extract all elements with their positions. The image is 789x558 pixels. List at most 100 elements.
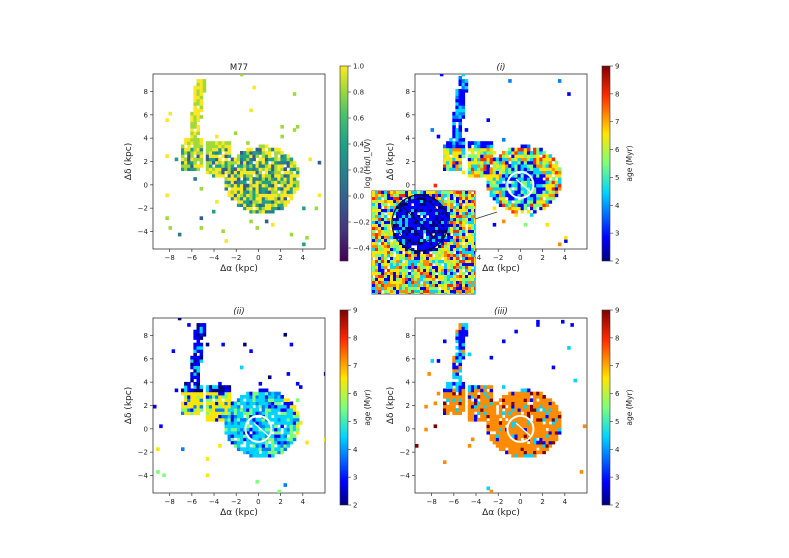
data-pixel [508, 444, 512, 448]
inset-pixel [435, 218, 439, 222]
inset-pixel [381, 275, 385, 279]
data-pixel [230, 196, 235, 201]
inset-pixel [438, 266, 442, 270]
data-pixel [286, 427, 291, 432]
inset-pixel [450, 194, 454, 198]
data-pixel [274, 437, 278, 442]
data-pixel [246, 190, 250, 194]
data-pixel [536, 401, 540, 406]
inset-pixel [405, 215, 409, 219]
inset-pixel [474, 221, 475, 225]
inset-pixel [453, 239, 457, 243]
data-pixel [274, 447, 278, 451]
data-pixel [517, 444, 521, 448]
data-pixel [452, 395, 456, 399]
data-pixel [455, 359, 459, 363]
panel-title: (iii) [494, 307, 508, 317]
data-pixel [196, 388, 200, 393]
data-pixel [461, 323, 466, 327]
data-pixel [545, 440, 549, 445]
inset-pixel [450, 278, 454, 282]
data-pixel [508, 164, 512, 168]
data-pixel [271, 411, 275, 415]
inset-pixel [399, 251, 403, 255]
inset-pixel [414, 290, 418, 294]
data-pixel [221, 164, 225, 168]
x-tick-label: −4 [209, 254, 220, 262]
inset-pixel [384, 191, 388, 195]
data-pixel [464, 332, 469, 337]
data-pixel [480, 395, 484, 399]
inset-pixel [411, 287, 415, 291]
data-pixel [458, 381, 462, 386]
data-pixel [455, 95, 459, 100]
data-pixel [184, 391, 188, 396]
data-pixel [271, 401, 275, 406]
inset-pixel [402, 257, 406, 261]
data-pixel [224, 151, 228, 155]
data-pixel [181, 151, 185, 155]
data-pixel [533, 190, 537, 194]
data-pixel [249, 417, 253, 422]
data-pixel [514, 401, 518, 406]
data-pixel [548, 190, 553, 194]
data-pixel [523, 200, 528, 204]
data-pixel [212, 417, 216, 422]
data-pixel [261, 408, 266, 412]
data-pixel [474, 157, 478, 162]
data-pixel [492, 177, 497, 181]
inset-pixel [465, 248, 469, 252]
data-pixel [236, 177, 241, 181]
data-pixel [523, 177, 528, 181]
data-pixel [193, 131, 197, 136]
inset-pixel [462, 254, 466, 258]
data-pixel [511, 450, 515, 455]
data-pixel [224, 395, 228, 399]
data-pixel [271, 437, 275, 442]
data-pixel [268, 209, 272, 214]
inset-pixel [426, 206, 430, 210]
data-pixel [308, 157, 312, 162]
x-tick-label: −6 [187, 254, 198, 262]
data-pixel [233, 404, 238, 409]
data-pixel [536, 164, 540, 168]
data-pixel [533, 203, 537, 207]
data-pixel [240, 193, 244, 198]
data-pixel [517, 147, 521, 152]
data-pixel [480, 385, 484, 389]
data-pixel [520, 200, 525, 204]
data-pixel [205, 417, 210, 422]
data-pixel [539, 417, 543, 422]
data-pixel [470, 147, 475, 152]
data-pixel [286, 408, 291, 412]
data-pixel [477, 408, 481, 412]
data-pixel [196, 118, 200, 122]
data-pixel [517, 453, 521, 458]
data-pixel [215, 144, 219, 149]
inset-pixel [456, 230, 460, 234]
data-pixel [190, 365, 194, 370]
inset-pixel [447, 251, 451, 255]
inset-pixel [372, 224, 376, 228]
inset-pixel [393, 266, 397, 270]
inset-pixel [447, 221, 451, 225]
data-pixel [455, 408, 459, 412]
data-pixel [458, 88, 462, 93]
data-pixel [215, 151, 219, 155]
data-pixel [483, 395, 487, 399]
colorbar-tick-label: 3 [615, 474, 619, 482]
data-pixel [461, 98, 466, 103]
data-pixel [249, 404, 253, 409]
inset-pixel [396, 221, 400, 225]
inset-pixel [402, 272, 406, 276]
data-pixel [240, 408, 244, 412]
data-pixel [286, 411, 291, 415]
data-pixel [205, 164, 210, 168]
data-pixel [502, 401, 506, 406]
inset-map [372, 191, 475, 294]
inset-pixel [438, 200, 442, 204]
data-pixel [542, 395, 546, 399]
data-pixel [283, 398, 287, 402]
data-pixel [551, 183, 556, 188]
data-pixel [224, 411, 228, 415]
